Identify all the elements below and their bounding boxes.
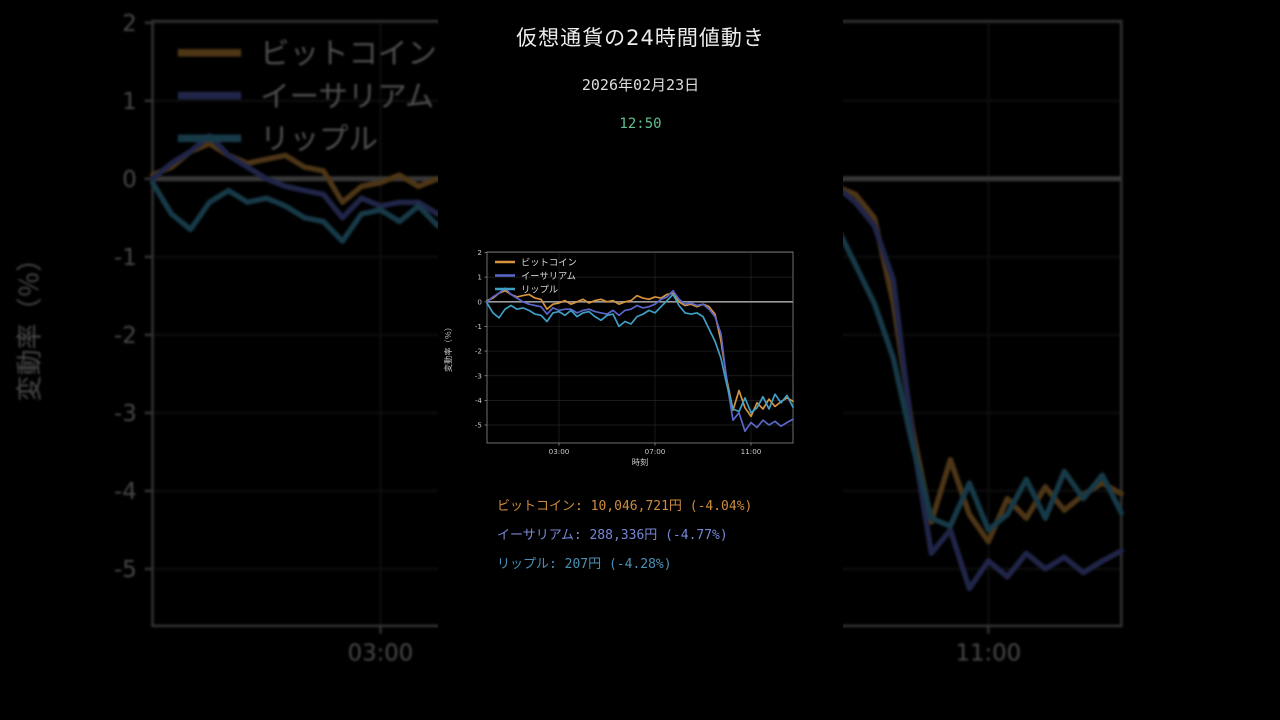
- summary-row-ethereum: イーサリアム: 288,336円 (-4.77%): [497, 528, 728, 543]
- y-tick-label: 1: [477, 273, 482, 282]
- y-axis-label: 変動率（％）: [443, 323, 453, 372]
- plot-border: [486, 251, 794, 444]
- series-line-bitcoin: [486, 289, 794, 418]
- y-tick-label: -5: [114, 557, 137, 583]
- time-label: 12:50: [619, 116, 662, 132]
- y-axis-label: 変動率（％）: [16, 246, 46, 402]
- y-tick-label: -5: [475, 421, 482, 430]
- y-tick-label: -4: [114, 479, 137, 505]
- x-tick-label: 11:00: [956, 641, 1022, 667]
- series-line-ethereum: [486, 287, 794, 433]
- y-tick-label: -3: [114, 401, 137, 427]
- y-tick-label: -3: [475, 371, 482, 380]
- legend-label-ripple: リップル: [521, 284, 558, 295]
- y-tick-label: 2: [122, 11, 137, 37]
- summary-row-ripple: リップル: 207円 (-4.28%): [497, 557, 672, 572]
- price-summary: ビットコイン: 10,046,721円 (-4.04%) イーサリアム: 288…: [497, 492, 752, 579]
- y-tick-label: -4: [475, 396, 483, 405]
- summary-row-bitcoin: ビットコイン: 10,046,721円 (-4.04%): [497, 499, 753, 514]
- legend-label-ethereum: イーサリアム: [521, 271, 576, 282]
- y-tick-label: 2: [477, 248, 482, 257]
- y-tick-label: 1: [122, 89, 137, 115]
- y-tick-label: -2: [475, 347, 482, 356]
- x-axis-label: 時刻: [632, 457, 648, 467]
- y-tick-label: -1: [114, 245, 137, 271]
- legend-label-ripple: リップル: [260, 122, 378, 156]
- legend-label-bitcoin: ビットコイン: [521, 257, 577, 268]
- y-tick-label: -2: [114, 323, 137, 349]
- y-tick-label: 0: [122, 167, 137, 193]
- date-label: 2026年02月23日: [581, 76, 700, 94]
- short-video-panel: 仮想通貨の24時間値動き 2026年02月23日 12:50 2 1 0 -1 -2 -3…: [438, 0, 843, 720]
- y-tick-label: 0: [477, 297, 482, 306]
- x-tick-label: 07:00: [645, 447, 666, 456]
- legend-label-bitcoin: ビットコイン: [260, 37, 437, 71]
- y-tick-label: -1: [475, 322, 482, 331]
- x-tick-label: 03:00: [348, 641, 414, 667]
- legend-label-ethereum: イーサリアム: [260, 79, 434, 113]
- page-title: 仮想通貨の24時間値動き: [516, 26, 765, 50]
- price-chart: 2 1 0 -1 -2 -3 -4 -5 03:00 07:00 11:00 時刻 変動率（％） ビットコ…: [443, 248, 794, 467]
- x-tick-label: 03:00: [549, 447, 570, 456]
- series-line-ripple: [486, 293, 794, 414]
- x-tick-label: 11:00: [741, 447, 762, 456]
